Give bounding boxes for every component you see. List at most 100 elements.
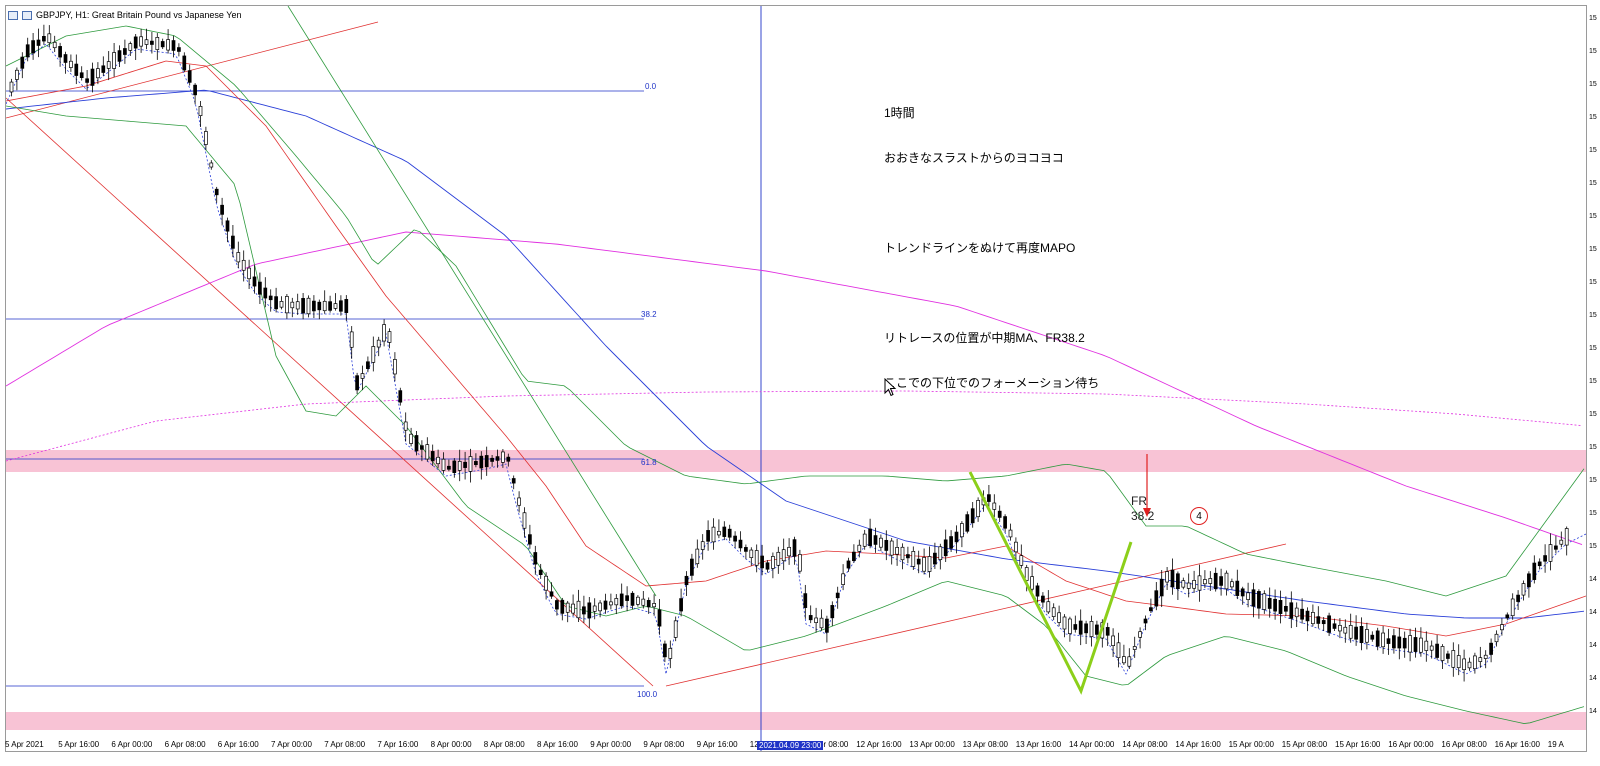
candle-body bbox=[576, 600, 581, 619]
time-tick-label: 13 Apr 08:00 bbox=[962, 740, 1008, 749]
candle-body bbox=[501, 451, 505, 463]
candle-body bbox=[1532, 562, 1537, 580]
candle-body bbox=[933, 552, 937, 565]
candle-body bbox=[463, 461, 467, 468]
candle-body bbox=[857, 544, 862, 552]
candle-body bbox=[74, 63, 79, 76]
price-tick: 15 bbox=[1589, 378, 1597, 385]
candle-body bbox=[1548, 544, 1553, 562]
candle-body bbox=[430, 451, 435, 462]
candle-body bbox=[1316, 616, 1321, 624]
price-chart-area[interactable] bbox=[5, 5, 1587, 752]
candle-body bbox=[1024, 567, 1029, 581]
candle-body bbox=[1035, 585, 1040, 597]
candle-body bbox=[636, 596, 640, 605]
candle-body bbox=[479, 455, 484, 469]
candle-body bbox=[798, 554, 802, 572]
candle-body bbox=[47, 33, 52, 44]
candle-body bbox=[452, 460, 457, 473]
candle-body bbox=[36, 39, 41, 46]
step-number-badge: 4 bbox=[1190, 507, 1208, 525]
candle-body bbox=[1165, 571, 1169, 583]
candle-body bbox=[1321, 620, 1326, 625]
candle-body bbox=[236, 252, 241, 263]
candle-body bbox=[1332, 623, 1337, 629]
candle-body bbox=[171, 40, 176, 51]
candle-body bbox=[727, 528, 732, 538]
candle-body bbox=[177, 47, 181, 52]
candle-body bbox=[1003, 516, 1007, 529]
candle-body bbox=[1521, 583, 1526, 596]
time-tick-label: 9 Apr 16:00 bbox=[696, 740, 738, 749]
price-tick: 15 bbox=[1589, 345, 1597, 352]
candle-body bbox=[544, 575, 548, 591]
candle-body bbox=[1105, 627, 1110, 636]
candle-body bbox=[960, 523, 964, 538]
candle-body bbox=[231, 235, 235, 249]
candle-body bbox=[1030, 576, 1034, 590]
candle-body bbox=[295, 301, 300, 310]
candle-body bbox=[133, 36, 138, 49]
price-tick: 14 bbox=[1589, 708, 1597, 715]
trendline bbox=[6, 97, 654, 687]
candle-body bbox=[409, 433, 413, 444]
candle-body bbox=[1240, 588, 1245, 597]
candle-body bbox=[155, 37, 160, 50]
candle-body bbox=[1262, 593, 1267, 610]
time-tick-label: 8 Apr 16:00 bbox=[537, 740, 578, 749]
candle-body bbox=[717, 530, 721, 536]
candle-body bbox=[1419, 637, 1423, 653]
time-tick-label: 12 Apr 16:00 bbox=[856, 740, 902, 749]
time-tick-label: 15 Apr 16:00 bbox=[1335, 740, 1381, 749]
candle-body bbox=[695, 548, 700, 565]
candle-body bbox=[490, 457, 494, 462]
candle-body bbox=[1440, 646, 1445, 661]
candle-body bbox=[420, 445, 424, 450]
price-tick: 15 bbox=[1589, 81, 1597, 88]
candle-body bbox=[630, 592, 635, 606]
candle-body bbox=[1208, 578, 1213, 584]
price-tick: 14 bbox=[1589, 642, 1597, 649]
candle-body bbox=[754, 550, 759, 566]
candle-body bbox=[139, 36, 143, 47]
candle-body bbox=[1527, 573, 1531, 588]
candle-body bbox=[214, 188, 219, 196]
time-tick-label: 13 Apr 00:00 bbox=[909, 740, 955, 749]
candle-body bbox=[970, 508, 975, 524]
candle-body bbox=[879, 537, 883, 548]
price-axis[interactable]: 15 15 15 15 15 15 15 15 15 15 15 15 15 1… bbox=[1586, 5, 1600, 750]
time-tick-label: 14 Apr 08:00 bbox=[1122, 740, 1168, 749]
mouse-pointer-icon bbox=[884, 378, 897, 397]
fr-value-line: 38.2 bbox=[1131, 509, 1155, 523]
candle-body bbox=[517, 497, 521, 506]
candle-body bbox=[555, 600, 559, 610]
time-axis[interactable]: 5 Apr 2021 5 Apr 16:00 6 Apr 00:00 6 Apr 08… bbox=[5, 740, 1585, 756]
time-tick-label: 9 Apr 08:00 bbox=[643, 740, 685, 749]
candle-body bbox=[792, 539, 797, 557]
candle-body bbox=[603, 600, 608, 610]
mid-ma-line bbox=[6, 89, 1585, 619]
candle-body bbox=[625, 595, 629, 601]
time-tick-label: 15 Apr 08:00 bbox=[1281, 740, 1328, 749]
candle-body bbox=[1537, 561, 1542, 567]
candle-body bbox=[1375, 630, 1380, 647]
candle-body bbox=[42, 36, 46, 42]
fr-annotation: FR 38.2 bbox=[1131, 494, 1154, 524]
candle-body bbox=[873, 535, 878, 545]
candle-body bbox=[987, 494, 991, 502]
chart-title-bar: GBPJPY, H1: Great Britain Pound vs Japan… bbox=[8, 8, 241, 22]
candle-body bbox=[290, 301, 295, 309]
price-tick: 15 bbox=[1589, 477, 1597, 484]
candle-body bbox=[1473, 655, 1477, 670]
candle-body bbox=[274, 296, 278, 310]
candle-body bbox=[1273, 598, 1277, 612]
time-tick-label: 16 Apr 00:00 bbox=[1388, 740, 1434, 749]
candle-body bbox=[900, 546, 905, 561]
candle-body bbox=[663, 643, 667, 658]
candle-body bbox=[911, 551, 916, 567]
candle-body bbox=[927, 556, 932, 572]
candle-body bbox=[258, 281, 262, 295]
candle-body bbox=[1516, 594, 1520, 602]
price-chart-canvas[interactable] bbox=[6, 6, 1586, 751]
candle-body bbox=[1386, 638, 1391, 644]
